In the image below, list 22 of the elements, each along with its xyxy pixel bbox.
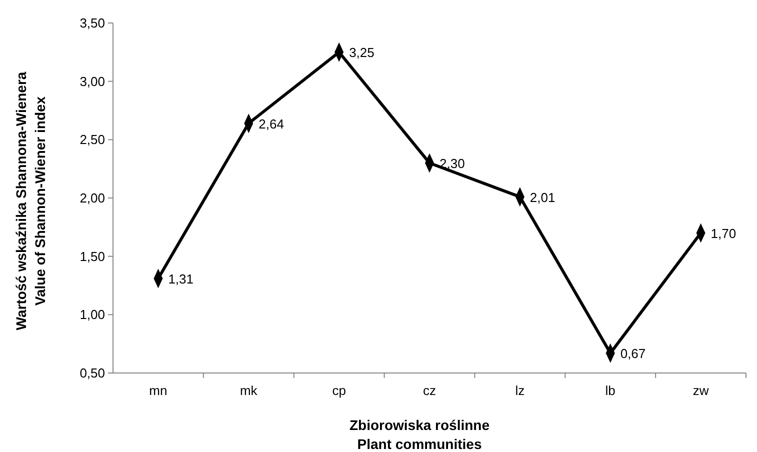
data-label: 2,01 xyxy=(530,190,556,205)
x-tick-label: mk xyxy=(240,383,258,398)
x-tick-label: zw xyxy=(692,383,710,398)
x-tick-label: lz xyxy=(515,383,525,398)
y-tick-label: 2,50 xyxy=(80,132,105,148)
y-tick-label: 2,00 xyxy=(80,190,105,206)
data-label: 0,67 xyxy=(620,346,646,362)
x-tick-label: cp xyxy=(332,383,346,398)
x-axis-title: Zbiorowiska roślinne Plant communities xyxy=(349,417,490,452)
x-tick-label: cz xyxy=(423,383,436,398)
x-tick-label: mn xyxy=(149,383,168,398)
y-tick-label: 1,50 xyxy=(80,248,105,264)
y-tick-label: 0,50 xyxy=(80,366,105,381)
data-label: 3,25 xyxy=(349,45,374,60)
data-label: 1,31 xyxy=(168,272,194,286)
data-label: 1,70 xyxy=(710,226,736,241)
y-tick-label: 1,00 xyxy=(80,307,105,322)
y-axis-title: Wartość wskaźnika Shannona-Wienera Value of Shannon-Wiener index xyxy=(13,72,48,330)
y-tick-label: 3,00 xyxy=(80,74,105,89)
x-tick-label: lb xyxy=(605,383,616,398)
data-label: 2,64 xyxy=(258,116,284,132)
y-tick-label: 3,50 xyxy=(80,16,105,31)
